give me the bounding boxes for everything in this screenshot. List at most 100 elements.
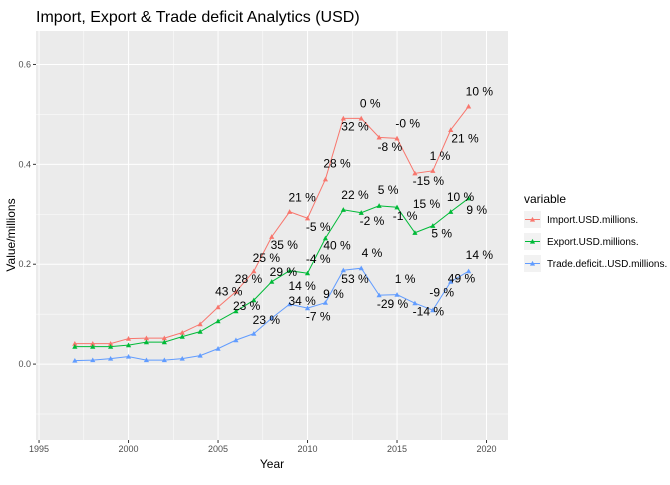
data-point bbox=[269, 315, 275, 321]
data-point bbox=[143, 335, 150, 341]
data-point bbox=[125, 342, 132, 348]
data-point bbox=[412, 230, 418, 235]
percent-label: 9 % bbox=[466, 203, 487, 217]
data-point bbox=[287, 209, 293, 214]
data-point bbox=[90, 341, 96, 346]
percent-label: 4 % bbox=[362, 246, 383, 260]
percent-label: 15 % bbox=[413, 197, 441, 211]
data-point bbox=[358, 115, 364, 121]
percent-label: 28 % bbox=[323, 156, 351, 170]
data-point bbox=[179, 330, 185, 335]
data-point bbox=[358, 210, 364, 215]
data-point bbox=[161, 339, 167, 345]
percent-label: -8 % bbox=[378, 140, 403, 154]
percent-label: 5 % bbox=[378, 183, 399, 197]
y-tick-label: 0.2 bbox=[18, 259, 31, 269]
percent-label: 21 % bbox=[288, 190, 316, 204]
annotations-group: 10 %0 %32 % -0 %-8 %1 %21 %-15 %28 %21 %-… bbox=[215, 84, 493, 327]
data-point bbox=[179, 334, 185, 339]
data-point bbox=[376, 134, 382, 140]
percent-label: -2 % bbox=[360, 214, 385, 228]
percent-label: 1 % bbox=[395, 272, 416, 286]
series-3 bbox=[72, 265, 472, 363]
percent-label: 23 % bbox=[233, 299, 261, 313]
data-point bbox=[108, 344, 114, 349]
percent-label: 14 % bbox=[288, 279, 316, 293]
data-point bbox=[394, 204, 400, 210]
percent-label: 28 % bbox=[235, 272, 263, 286]
percent-label: 43 % bbox=[215, 285, 243, 299]
percent-label: 35 % bbox=[271, 238, 299, 252]
data-point bbox=[161, 357, 167, 363]
percent-label: -15 % bbox=[413, 174, 445, 188]
percent-label: 10 % bbox=[447, 190, 475, 204]
percent-label: -1 % bbox=[393, 209, 418, 223]
data-point bbox=[143, 339, 150, 345]
percent-label: 21 % bbox=[451, 131, 479, 145]
data-point bbox=[430, 307, 436, 313]
legend: variable Import.USD.millions. Export.USD.… bbox=[524, 192, 667, 272]
data-point bbox=[394, 135, 400, 141]
data-point bbox=[161, 335, 167, 341]
data-point bbox=[72, 341, 78, 346]
x-tick-label: 1995 bbox=[29, 444, 49, 454]
legend-marker bbox=[529, 260, 536, 266]
data-point bbox=[394, 292, 400, 297]
data-point bbox=[251, 331, 257, 336]
data-point bbox=[340, 207, 346, 212]
data-point bbox=[179, 355, 185, 361]
data-point bbox=[72, 344, 78, 349]
percent-label: 53 % bbox=[341, 272, 369, 286]
data-point bbox=[197, 321, 203, 327]
data-point bbox=[215, 318, 221, 324]
data-point bbox=[143, 357, 150, 363]
y-axis-title: Value/millions bbox=[4, 198, 18, 271]
legend-label: Export.USD.millions. bbox=[547, 237, 639, 248]
data-point bbox=[287, 268, 293, 273]
percent-label: 22 % bbox=[341, 188, 369, 202]
data-point bbox=[466, 268, 472, 274]
percent-label: -14 % bbox=[413, 305, 445, 319]
percent-label: 5 % bbox=[431, 226, 452, 240]
data-point bbox=[233, 337, 239, 343]
percent-label: 23 % bbox=[253, 313, 281, 327]
percent-label: -7 % bbox=[306, 310, 331, 324]
data-point bbox=[376, 203, 382, 208]
percent-label: 40 % bbox=[323, 239, 351, 253]
data-point bbox=[108, 341, 114, 346]
x-tick-label: 2000 bbox=[119, 444, 139, 454]
data-point bbox=[125, 354, 132, 359]
x-tick-label: 2015 bbox=[387, 444, 407, 454]
axis-ticks: 1995 2000 2005 2010 2015 2020 0.0 0.2 0.4 0.6 bbox=[18, 59, 496, 454]
percent-label: 34 % bbox=[288, 294, 316, 308]
percent-label: -5 % bbox=[306, 220, 331, 234]
legend-title: variable bbox=[524, 192, 566, 206]
y-tick-label: 0.6 bbox=[18, 59, 31, 69]
data-point bbox=[322, 176, 329, 182]
legend-label: Trade.deficit..USD.millions. bbox=[547, 259, 667, 270]
y-tick-label: 0.4 bbox=[18, 159, 31, 169]
legend-marker bbox=[529, 216, 536, 222]
data-point bbox=[448, 127, 454, 132]
data-point bbox=[466, 195, 472, 201]
percent-label: 32 % bbox=[341, 119, 369, 133]
data-point bbox=[340, 267, 346, 273]
data-point bbox=[412, 300, 418, 306]
percent-label: -0 % bbox=[395, 116, 420, 130]
data-point bbox=[251, 268, 257, 274]
data-point bbox=[90, 344, 96, 349]
percent-label: 1 % bbox=[430, 149, 451, 163]
data-point bbox=[322, 300, 329, 305]
data-point bbox=[215, 346, 221, 351]
data-point bbox=[430, 168, 436, 173]
data-point bbox=[448, 209, 454, 214]
data-point bbox=[233, 308, 239, 314]
gridlines bbox=[36, 31, 508, 440]
data-point bbox=[412, 170, 418, 176]
chart-title: Import, Export & Trade deficit Analytics… bbox=[36, 9, 360, 26]
data-point bbox=[72, 357, 78, 363]
data-point bbox=[197, 329, 203, 334]
data-point bbox=[215, 304, 221, 310]
data-point bbox=[358, 265, 364, 271]
percent-label: -9 % bbox=[429, 286, 454, 300]
